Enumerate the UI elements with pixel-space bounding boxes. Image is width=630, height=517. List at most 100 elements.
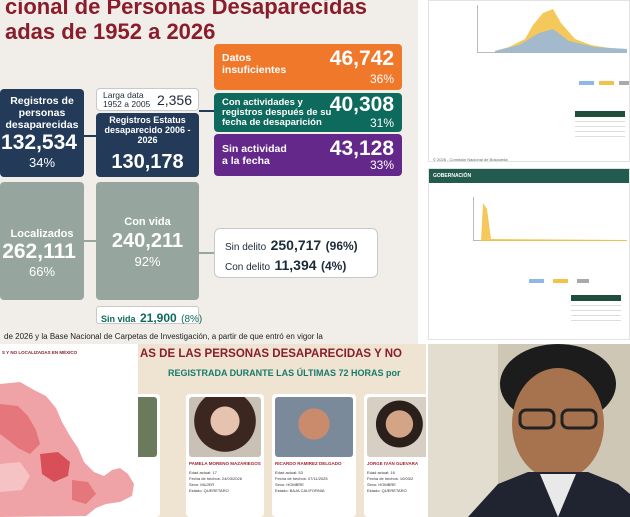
dashboard-bottom: GOBERNACIÓN: [428, 168, 630, 340]
sin-delito-label: Sin delito: [225, 242, 267, 253]
registros-value: 132,534: [1, 131, 77, 154]
con-vida-card: Con vida 240,211 92%: [96, 182, 199, 300]
datos-insuficientes-card: Datos insuficientes 46,742 36%: [214, 44, 402, 90]
con-vida-label: Con vida: [124, 216, 171, 228]
larga-data-label: Larga data 1952 a 2005: [103, 90, 151, 109]
map-region: [0, 462, 30, 492]
gov-header-label: GOBERNACIÓN: [433, 173, 472, 179]
person-name: RICARDO RAMIREZ DELGADO: [275, 461, 342, 466]
sin-vida-card: Sin vida 21,900 (8%): [96, 306, 202, 327]
localizados-card: Localizados 262,111 66%: [0, 182, 84, 300]
larga-data-value: 2,356: [156, 92, 192, 108]
table-header: [571, 295, 621, 301]
infographic-title-line1: cional de Personas Desaparecidas: [5, 0, 367, 19]
sin-actividad-value: 43,128: [329, 137, 394, 160]
infographic-panel: cional de Personas Desaparecidas adas de…: [0, 0, 418, 344]
table-header: [575, 111, 625, 117]
summary-table: [571, 295, 621, 321]
person-age: Edad actual: 17: [189, 470, 217, 475]
con-delito-value: 11,394: [274, 257, 317, 273]
con-delito-row: Con delito 11,394 (4%): [225, 257, 346, 275]
map-region: [0, 404, 40, 454]
portrait-image: [428, 344, 630, 517]
con-actividades-pct: 31%: [369, 116, 394, 130]
estatus-card: Registros Estatus desaparecido 2006 - 20…: [96, 113, 199, 177]
con-vida-value: 240,211: [111, 230, 184, 252]
person-sex: Sexo: MUJER: [189, 482, 215, 487]
person-date: Fecha de hechos: 24/03/2026: [189, 476, 242, 481]
person-state: Estado: BAJA CALIFORNIA: [275, 488, 325, 493]
area-chart: [495, 9, 627, 53]
portrait-face: [512, 368, 604, 480]
sin-vida-label: Sin vida: [101, 314, 136, 324]
sin-vida-pct: (8%): [181, 314, 203, 325]
spike-chart: [481, 203, 627, 241]
delito-card: Sin delito 250,717 (96%) Con delito 11,3…: [214, 228, 378, 278]
con-delito-label: Con delito: [225, 262, 271, 273]
con-actividades-label: Con actividades y registros después de s…: [222, 97, 332, 128]
spike-series: [481, 203, 627, 241]
map-region: [72, 480, 96, 504]
datos-insuficientes-pct: 36%: [369, 72, 394, 86]
person-photo: [275, 397, 353, 457]
dashboard-top: © 2026 - Comisión Nacional de Búsqueda: [428, 0, 630, 162]
person-card: [138, 394, 160, 517]
sin-delito-value: 250,717: [270, 237, 322, 253]
map-region: [0, 382, 134, 517]
map-panel: S Y NO LOCALIZADAS EN MÉXICO: [0, 344, 136, 517]
sin-actividad-card: Sin actividad a la fecha 43,128 33%: [214, 134, 402, 176]
table-row: [575, 127, 625, 132]
person-age: Edad actual: 53: [275, 470, 303, 475]
person-sex: Sexo: HOMBRE: [367, 482, 396, 487]
person-photo: [367, 397, 426, 457]
sin-vida-row: Sin vida 21,900 (8%): [101, 309, 202, 327]
con-vida-pct: 92%: [134, 254, 161, 269]
official-portrait: [428, 344, 630, 517]
estatus-label: Registros Estatus desaparecido 2006 - 20…: [104, 115, 191, 145]
legend-strip: [529, 279, 589, 283]
infographic-title-line2: adas de 1952 a 2026: [5, 19, 216, 44]
person-photo: [138, 397, 157, 457]
connector-line: [84, 240, 96, 242]
person-card: PAMELA MORENO MAZARIEGOS Edad actual: 17…: [186, 394, 264, 517]
mexico-map: [0, 382, 134, 517]
portrait-shirt: [540, 474, 576, 517]
sin-vida-value: 21,900: [139, 311, 177, 325]
table-row: [571, 301, 621, 306]
gov-header: GOBERNACIÓN: [429, 169, 629, 183]
person-state: Estado: QUERETARO: [367, 488, 407, 493]
person-card: RICARDO RAMIREZ DELGADO Edad actual: 53 …: [272, 394, 356, 517]
person-name: JORGE IVÁN GUEVARA: [367, 461, 419, 466]
person-date: Fecha de hechos: 07/11/2025: [275, 476, 328, 481]
datos-insuficientes-label: Datos insuficientes: [222, 52, 287, 76]
missing-persons-poster: AS DE LAS PERSONAS DESAPARECIDAS Y NO RE…: [138, 344, 426, 517]
sin-actividad-pct: 33%: [369, 158, 394, 172]
registros-label: Registros de personas desaparecidas: [5, 95, 79, 131]
registros-pct: 34%: [28, 155, 56, 170]
table-row: [571, 306, 621, 311]
datos-insuficientes-value: 46,742: [329, 47, 394, 70]
person-sex: Sexo: HOMBRE: [275, 482, 304, 487]
dashboard-top-footer: © 2026 - Comisión Nacional de Búsqueda: [433, 157, 508, 162]
sin-delito-pct: (96%): [325, 239, 358, 253]
localizados-value: 262,111: [2, 240, 76, 263]
person-state: Estado: QUERETARO: [189, 488, 229, 493]
sin-actividad-label: Sin actividad a la fecha: [222, 143, 287, 167]
poster-heading: AS DE LAS PERSONAS DESAPARECIDAS Y NO: [140, 348, 402, 360]
con-delito-pct: (4%): [321, 259, 347, 273]
summary-table: [575, 111, 625, 137]
table-row: [575, 132, 625, 137]
person-date: Fecha de hechos: 10/03/2: [367, 476, 414, 481]
larga-data-card: Larga data 1952 a 2005 2,356: [96, 88, 199, 111]
table-row: [571, 316, 621, 321]
estatus-value: 130,178: [111, 151, 184, 173]
poster-subheading: REGISTRADA DURANTE LAS ÚLTIMAS 72 HORAS …: [168, 368, 401, 378]
connector-line: [199, 252, 214, 254]
table-row: [575, 117, 625, 122]
localizados-pct: 66%: [28, 264, 56, 279]
map-caption: S Y NO LOCALIZADAS EN MÉXICO: [2, 350, 78, 355]
map-region: [40, 452, 70, 482]
person-age: Edad actual: 16: [367, 470, 395, 475]
area-series-blue: [495, 29, 627, 53]
person-name: PAMELA MORENO MAZARIEGOS: [189, 461, 261, 466]
